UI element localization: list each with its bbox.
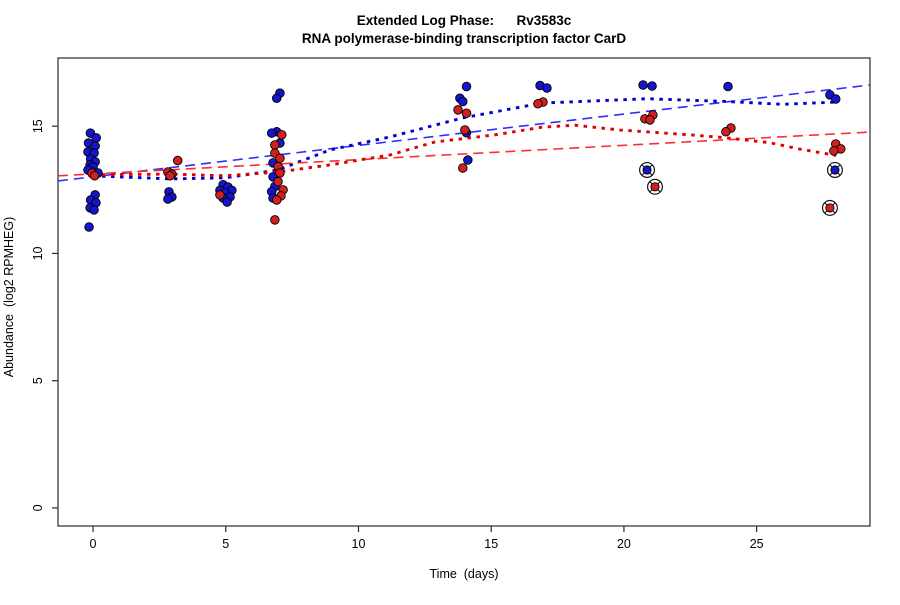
- series_red-data-point: [275, 153, 285, 164]
- x-tick-label: 0: [90, 537, 97, 551]
- series_red-data-point: [458, 163, 468, 173]
- chart-subtitle: RNA polymerase-binding transcription fac…: [302, 31, 627, 46]
- series_red-data-point: [273, 176, 283, 187]
- series_blue-data-point: [222, 197, 232, 207]
- series_blue-data-point: [266, 128, 277, 138]
- x-axis-label: Time (days): [430, 567, 499, 581]
- series_red-lowess-trendline: [93, 123, 837, 178]
- series_red-outlier-point: [650, 182, 660, 192]
- series_blue-outlier-ring: [826, 161, 843, 178]
- y-tick-label: 10: [31, 246, 45, 260]
- plot-area: 0 5 10 15 20 25 0 5 10 15: [31, 57, 871, 551]
- series_blue-data-point: [647, 81, 657, 91]
- x-tick-label: 5: [222, 537, 229, 551]
- series_red-data-point: [721, 127, 731, 137]
- plot-frame: [57, 57, 871, 527]
- y-axis-label: Abundance (log2 RPMHEG): [2, 217, 16, 378]
- x-tick-label: 10: [352, 537, 366, 551]
- x-tick-label: 20: [617, 537, 631, 551]
- series_blue-outlier-ring: [639, 161, 656, 178]
- series_red-data-point: [275, 168, 285, 178]
- series_red-data-point: [277, 130, 287, 140]
- series_red-data-point: [172, 155, 183, 166]
- series_red-data-point: [215, 190, 225, 200]
- series_blue-data-point: [458, 96, 468, 107]
- series_blue-data-point: [271, 93, 282, 103]
- y-tick-label: 0: [31, 504, 45, 511]
- series_blue-data-point: [831, 94, 841, 104]
- series_red-linear-trendline: [57, 131, 871, 177]
- series_blue-data-point: [84, 222, 94, 232]
- series_blue-outlier-point: [642, 165, 652, 175]
- series_blue-data-point: [542, 83, 552, 93]
- series_red-data-point: [270, 140, 280, 150]
- chart-title: Extended Log Phase: Rv3583c: [357, 13, 572, 28]
- series_blue-data-point: [461, 81, 472, 92]
- series_blue-data-point: [91, 133, 101, 143]
- series_blue-data-point: [723, 81, 733, 92]
- series_red-data-point: [453, 105, 463, 115]
- x-tick-label: 15: [484, 537, 498, 551]
- series_red-data-point: [89, 171, 100, 181]
- series_blue-outlier-point: [830, 165, 840, 175]
- series_red-data-point: [165, 171, 175, 181]
- y-tick-label: 5: [31, 377, 45, 384]
- series_red-data-point: [271, 195, 282, 205]
- series_red-data-point: [461, 108, 472, 118]
- x-tick-label: 25: [750, 537, 764, 551]
- series_red-data-point: [270, 215, 280, 225]
- series_red-outlier-point: [825, 203, 835, 213]
- series_red-data-point: [533, 99, 543, 109]
- series_blue-data-point: [89, 205, 99, 215]
- y-tick-label: 15: [31, 119, 45, 133]
- series_red-data-point: [460, 125, 470, 135]
- series_red-data-point: [645, 115, 655, 125]
- series_blue-data-point: [463, 155, 473, 165]
- series_blue-data-point: [163, 194, 173, 204]
- series_red-data-point: [829, 146, 839, 156]
- series_blue-data-point: [638, 80, 648, 90]
- series_red-outlier-ring: [646, 178, 663, 195]
- series_red-outlier-ring: [821, 199, 838, 216]
